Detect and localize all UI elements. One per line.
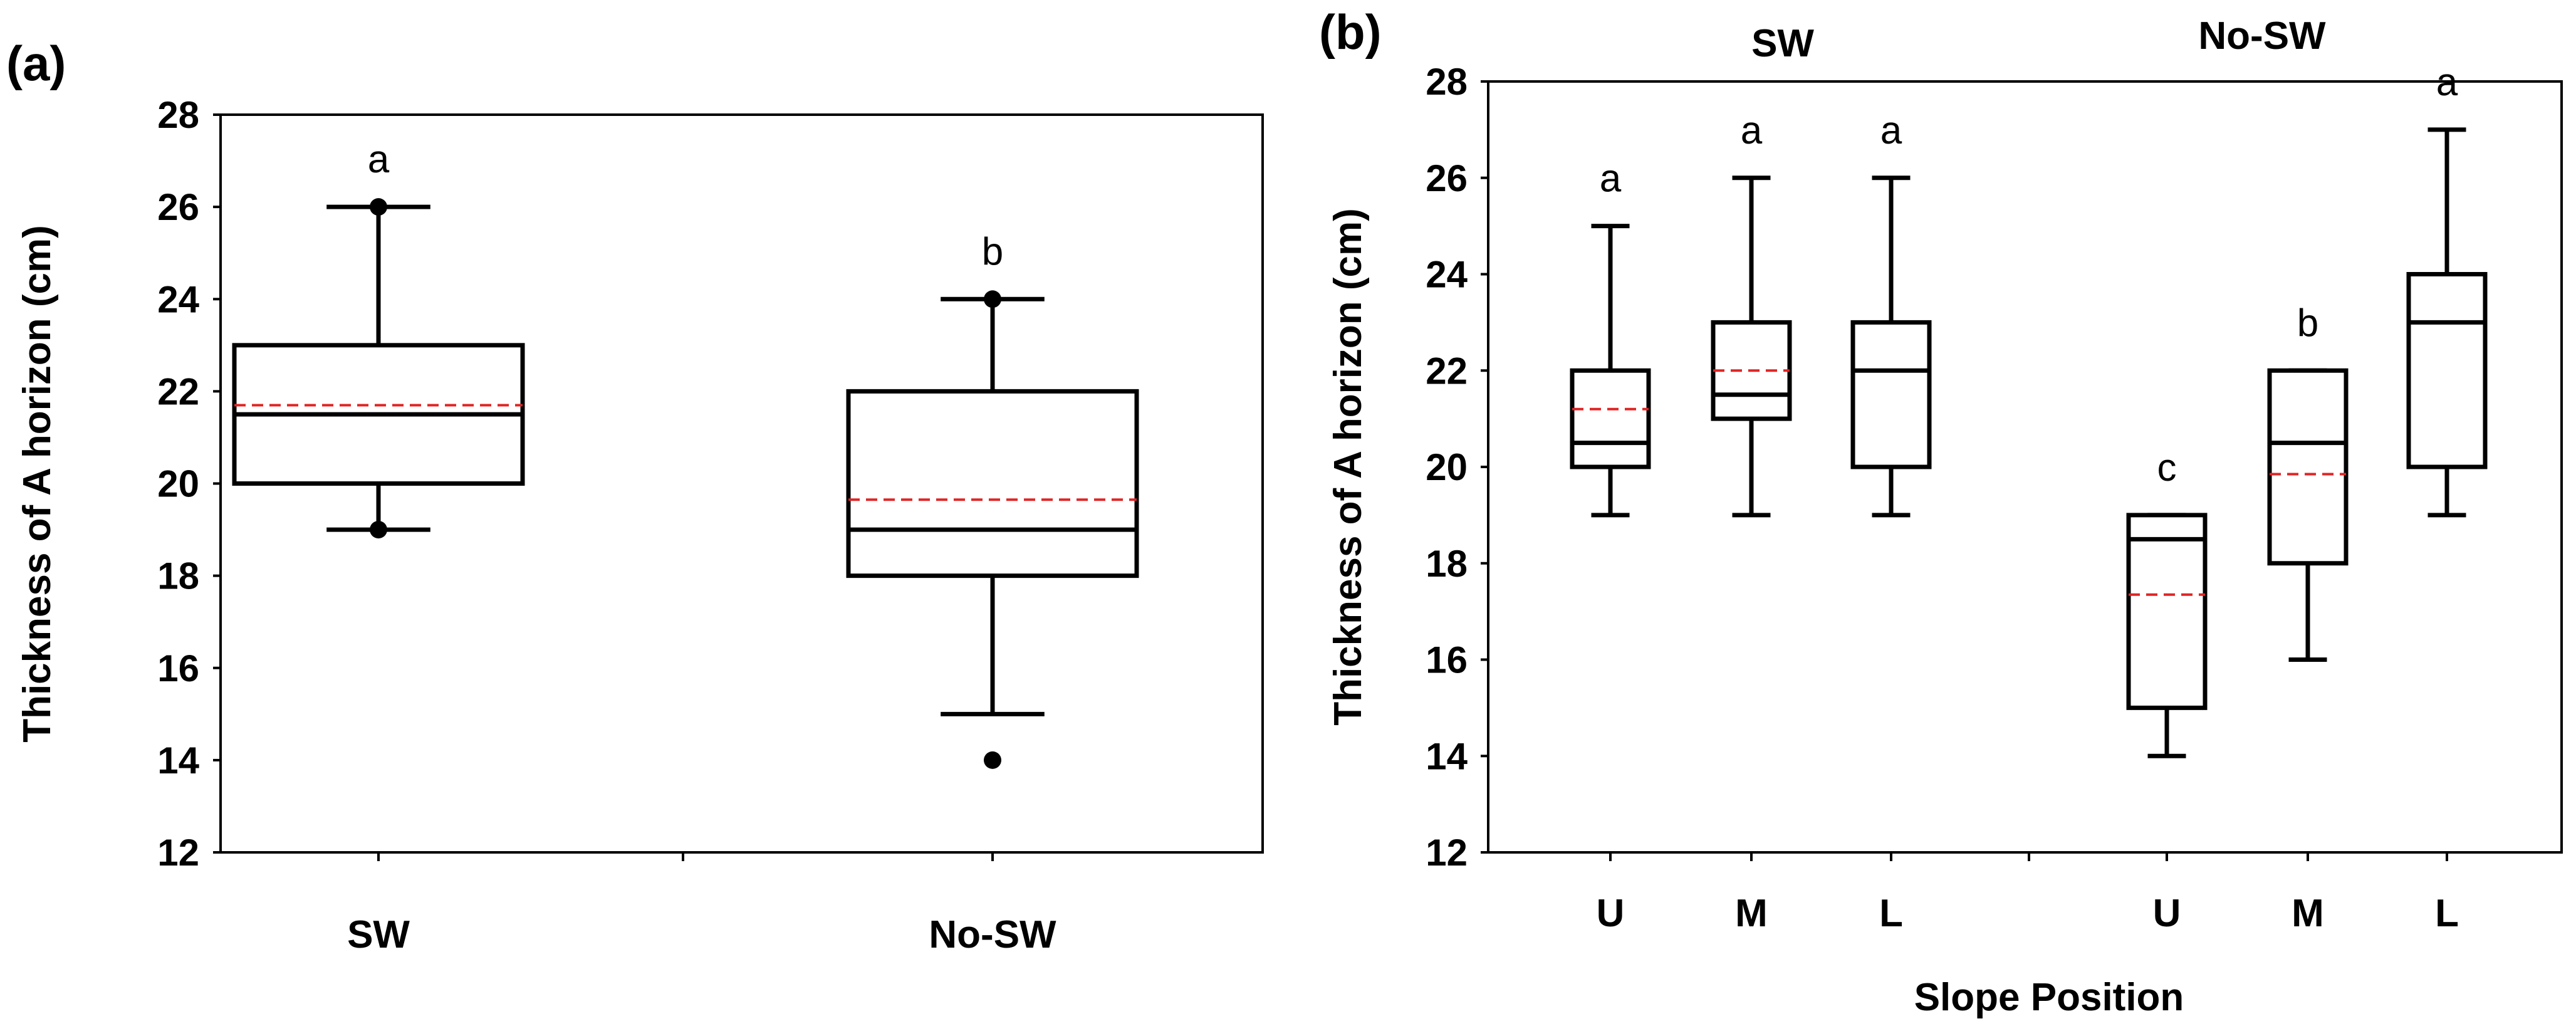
y-tick-label: 24 [1426, 254, 1468, 296]
panel-b: (b) Thickness of A horizon (cm) Slope Po… [1319, 4, 2563, 1019]
outlier-point [370, 521, 387, 539]
significance-letter: a [368, 138, 390, 181]
y-tick-label: 22 [157, 370, 199, 412]
y-tick-label: 22 [1426, 350, 1468, 392]
x-category-label: No-SW [929, 913, 1056, 956]
y-tick-label: 14 [157, 740, 199, 782]
x-category-label: L [2435, 892, 2459, 935]
significance-letter: a [1741, 109, 1763, 152]
x-category-label: L [1879, 892, 1903, 935]
panel-a-y-axis-title: Thickness of A horizon (cm) [16, 225, 59, 743]
y-tick-label: 26 [1426, 157, 1468, 199]
panel-b-label: (b) [1319, 4, 1382, 60]
panel-b-group-label-sw: SW [1751, 22, 1814, 65]
y-tick-label: 18 [1426, 543, 1468, 585]
interquartile-box [1570, 368, 1651, 469]
panel-b-group-label-no-sw: No-SW [2198, 14, 2326, 58]
y-tick-label: 12 [157, 832, 199, 874]
box-No-SW-M: b [2267, 301, 2349, 662]
y-tick-label: 20 [1426, 446, 1468, 488]
panel-b-y-axis-title: Thickness of A horizon (cm) [1327, 208, 1370, 726]
y-tick-label: 16 [157, 647, 199, 689]
significance-letter: b [982, 230, 1003, 273]
interquartile-box [846, 389, 1139, 578]
panel-a: (a) Thickness of A horizon (cm) 12 14 16 18… [6, 36, 1264, 956]
panel-a-boxes: ab [232, 138, 1139, 769]
y-tick-label: 20 [157, 463, 199, 505]
significance-letter: a [2436, 61, 2458, 104]
x-category-label: SW [347, 913, 410, 956]
y-tick-label: 14 [1426, 735, 1468, 777]
x-category-label: M [1735, 892, 1768, 935]
y-tick-label: 12 [1426, 832, 1468, 874]
panel-a-y-ticks: 12 14 16 18 20 22 24 26 28 [157, 94, 221, 874]
outlier-point [984, 751, 1001, 769]
outlier-point [370, 198, 387, 216]
panel-b-y-ticks: 12 14 16 18 20 22 24 26 28 [1426, 61, 1488, 874]
box-No-SW-L: a [2406, 61, 2488, 518]
box-SW-L: a [1850, 109, 1932, 518]
x-category-label: M [2292, 892, 2324, 935]
significance-letter: a [1600, 157, 1622, 201]
panel-b-x-axis-title: Slope Position [1914, 976, 2184, 1019]
box-SW: a [232, 138, 525, 539]
x-category-label: U [1597, 892, 1625, 935]
y-tick-label: 18 [157, 555, 199, 597]
y-tick-label: 24 [157, 278, 199, 320]
interquartile-box [2267, 368, 2349, 566]
interquartile-box [2126, 513, 2208, 710]
significance-letter: b [2297, 301, 2318, 345]
significance-letter: a [1880, 109, 1902, 152]
y-tick-label: 16 [1426, 639, 1468, 681]
panel-a-label: (a) [6, 36, 66, 91]
interquartile-box [2406, 272, 2488, 469]
box-No-SW-U: c [2126, 446, 2208, 758]
significance-letter: c [2157, 446, 2177, 489]
box-No-SW: b [846, 230, 1139, 769]
y-tick-label: 28 [157, 94, 199, 136]
panel-a-x-categories: SW No-SW [347, 852, 1056, 956]
x-category-label: U [2153, 892, 2181, 935]
box-SW-U: a [1570, 157, 1651, 518]
interquartile-box [1850, 320, 1932, 469]
y-tick-label: 26 [157, 186, 199, 228]
panel-b-boxes: a a a c b a [1570, 61, 2488, 758]
outlier-point [984, 290, 1001, 308]
box-SW-M: a [1711, 109, 1792, 518]
y-tick-label: 28 [1426, 61, 1468, 103]
